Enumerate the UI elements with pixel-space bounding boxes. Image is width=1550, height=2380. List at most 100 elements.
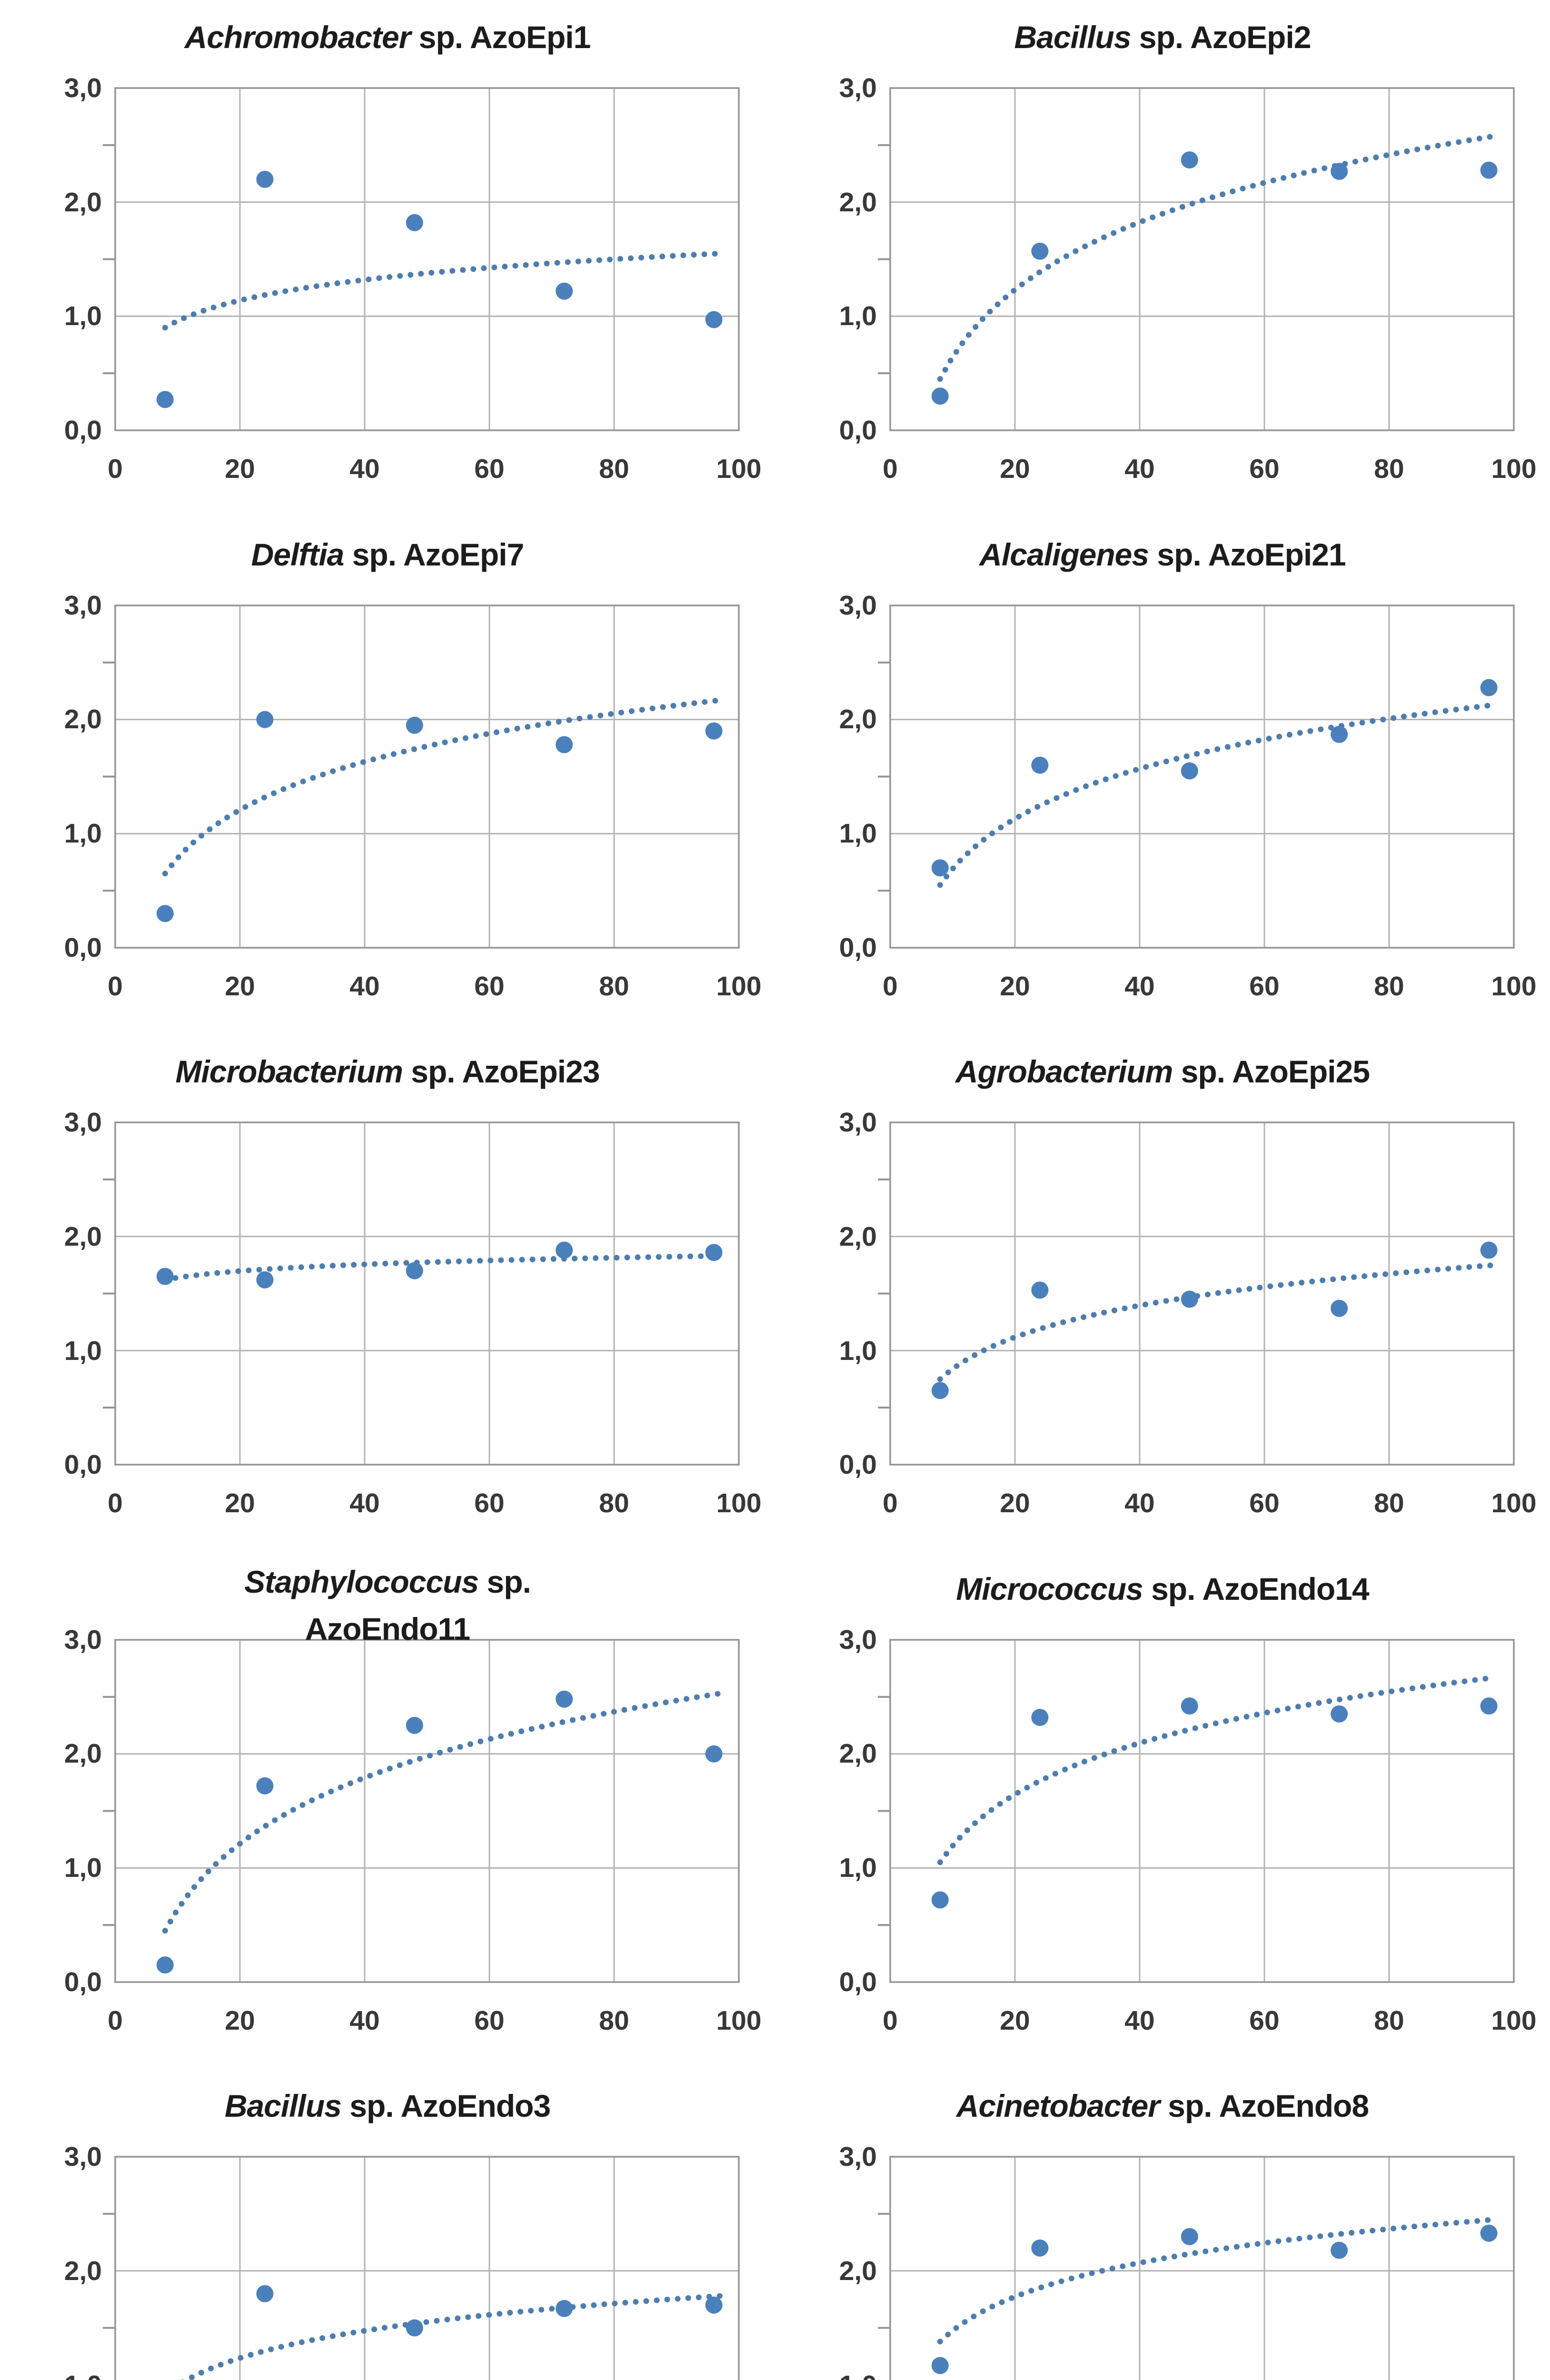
x-axis-tick-label: 20	[1000, 971, 1030, 1002]
x-axis-tick-label: 40	[1124, 1488, 1155, 1519]
x-axis-tick-label: 100	[716, 971, 762, 1002]
plot-svg	[103, 2156, 740, 2380]
x-axis-tick-label: 0	[108, 1488, 123, 1519]
x-axis-tick-label: 100	[1491, 2005, 1537, 2036]
chart-title-genus: Microbacterium	[175, 1054, 403, 1090]
x-axis-tick-label: 100	[1491, 971, 1537, 1002]
y-axis-tick-label: 1,0	[839, 1853, 877, 1884]
data-point	[1331, 1299, 1348, 1317]
x-axis-tick-label: 40	[349, 454, 380, 484]
trend-line	[162, 1253, 723, 1283]
chart-title: Microbacterium sp. AzoEpi23	[14, 1054, 761, 1090]
data-point	[406, 1262, 423, 1279]
data-point	[705, 1244, 723, 1261]
chart-title-rest: sp. AzoEpi21	[1149, 536, 1346, 572]
y-axis-tick-label: 2,0	[839, 1738, 877, 1769]
y-axis-tick-label: 1,0	[64, 1335, 102, 1366]
chart-title-line2: AzoEndo11	[305, 1611, 471, 1646]
x-axis-tick-label: 80	[1374, 2005, 1404, 2036]
chart-title-rest: sp. AzoEndo3	[341, 2088, 551, 2124]
plot-svg	[878, 1639, 1515, 1983]
data-point	[556, 1241, 573, 1259]
data-point	[256, 1777, 274, 1795]
x-axis-tick-label: 20	[1000, 1488, 1030, 1519]
x-axis-tick-label: 0	[883, 2005, 898, 2036]
x-axis-tick-label: 80	[1374, 1488, 1404, 1519]
x-axis-tick-label: 80	[599, 971, 629, 1002]
plot-svg	[103, 604, 740, 949]
trend-line	[181, 2293, 723, 2380]
y-axis-tick-label: 1,0	[64, 818, 102, 849]
x-axis-tick-label: 20	[225, 971, 255, 1002]
chart-title-rest: sp. AzoEpi2	[1131, 20, 1312, 55]
y-axis-tick-label: 3,0	[839, 2142, 877, 2172]
chart-title-rest: sp. AzoEndo14	[1143, 1571, 1370, 1606]
data-point	[1480, 2224, 1498, 2242]
x-axis-tick-label: 60	[1249, 1488, 1280, 1519]
data-point	[1181, 1290, 1198, 1308]
data-point	[705, 722, 723, 740]
plot-svg	[878, 1121, 1515, 1466]
chart-title-genus: Bacillus	[1014, 20, 1131, 55]
y-axis-tick-label: 1,0	[839, 1335, 877, 1366]
plot-border	[889, 604, 1515, 949]
y-axis-tick-label: 1,0	[64, 301, 102, 332]
data-point	[156, 1268, 174, 1285]
data-point	[1031, 756, 1049, 774]
plot-svg	[878, 2156, 1515, 2380]
y-axis-tick-label: 0,0	[64, 932, 102, 963]
y-axis-tick-label: 3,0	[64, 590, 102, 621]
data-point	[256, 2285, 274, 2302]
y-axis-tick-label: 1,0	[64, 1853, 102, 1884]
data-point	[256, 170, 274, 188]
plot-border	[889, 87, 1515, 431]
plot-border	[114, 2156, 740, 2380]
chart-title: Alcaligenes sp. AzoEpi21	[789, 537, 1536, 573]
x-axis-tick-label: 40	[1124, 454, 1155, 484]
x-axis-tick-label: 20	[1000, 2005, 1030, 2036]
plot-border	[889, 2156, 1515, 2380]
plot-svg	[103, 1121, 740, 1466]
chart-title: Micrococcus sp. AzoEndo14	[789, 1571, 1536, 1607]
x-axis-tick-label: 100	[1491, 454, 1537, 484]
data-point	[931, 859, 949, 876]
chart-title: Bacillus sp. AzoEpi2	[789, 20, 1536, 55]
data-point	[1031, 1708, 1049, 1726]
x-axis-tick-label: 80	[599, 454, 629, 484]
chart-title: Acinetobacter sp. AzoEndo8	[789, 2088, 1536, 2124]
chart-title-genus: Acinetobacter	[956, 2088, 1160, 2124]
data-point	[406, 2319, 423, 2337]
y-axis-tick-label: 2,0	[64, 704, 102, 735]
chart-title-genus: Bacillus	[224, 2088, 342, 2124]
x-axis-tick-label: 20	[225, 2005, 255, 2036]
y-axis-tick-label: 2,0	[64, 2256, 102, 2287]
data-point	[1331, 2241, 1348, 2259]
chart-title-rest: sp. AzoEpi25	[1172, 1054, 1370, 1090]
chart-title: Delftia sp. AzoEpi7	[14, 537, 761, 573]
data-point	[1480, 679, 1498, 696]
y-axis-tick-label: 1,0	[839, 301, 877, 332]
chart-title: Bacillus sp. AzoEndo3	[14, 2088, 761, 2124]
chart-title: Agrobacterium sp. AzoEpi25	[789, 1054, 1536, 1090]
chart-title-genus: Achromobacter	[184, 20, 411, 55]
y-axis-tick-label: 1,0	[786, 2370, 877, 2380]
data-point	[931, 2357, 949, 2374]
data-point	[406, 214, 423, 231]
data-point	[1031, 242, 1049, 260]
trend-line	[937, 1262, 1498, 1382]
x-axis-tick-label: 0	[883, 454, 898, 484]
chart-8: Bacillus sp. AzoEndo3 0,01,02,03,0020406…	[0, 2069, 775, 2380]
chart-title-rest: sp. AzoEpi7	[344, 536, 525, 572]
x-axis-tick-label: 100	[716, 2005, 762, 2036]
y-axis-tick-label: 3,0	[839, 590, 877, 621]
y-axis-tick-label: 2,0	[64, 1221, 102, 1252]
chart-title: Achromobacter sp. AzoEpi1	[14, 20, 761, 55]
plot-border	[889, 1121, 1515, 1466]
plot-svg	[103, 87, 740, 431]
data-point	[931, 1891, 949, 1909]
